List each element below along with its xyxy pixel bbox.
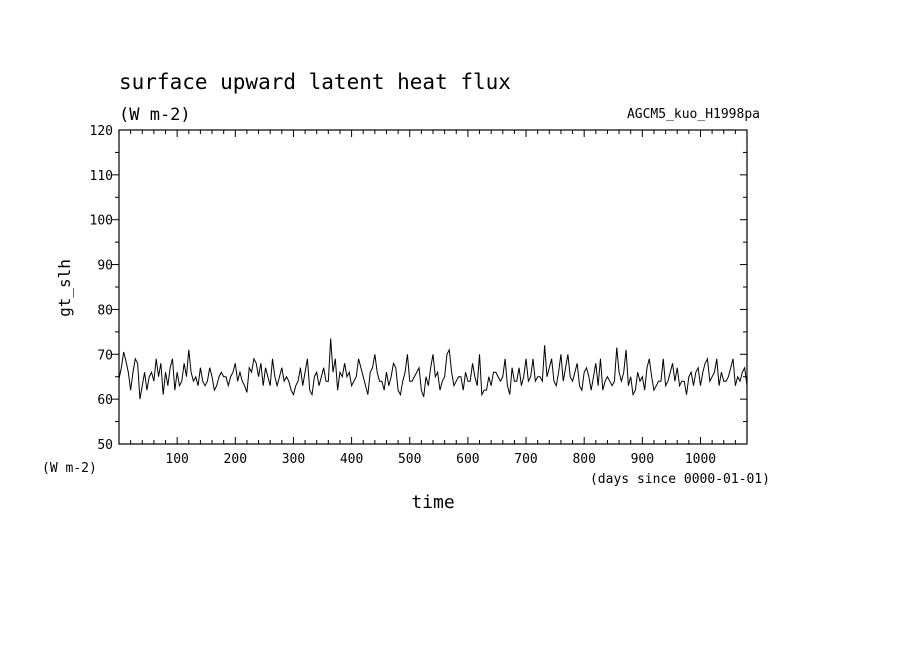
y-tick-label: 80	[97, 303, 113, 318]
x-tick-label: 500	[398, 452, 421, 467]
x-tick-label: 900	[631, 452, 654, 467]
x-tick-label: 400	[340, 452, 363, 467]
axis-ticks	[112, 130, 747, 444]
chart-subtitle: (W m-2)	[119, 105, 191, 125]
y-tick-label: 60	[97, 393, 113, 408]
x-tick-label: 200	[224, 452, 247, 467]
axis-tick-labels: 100 200 300 400 500 600 700 800 900 1000 50 60 70 80 9…	[90, 124, 717, 467]
x-tick-label: 800	[572, 452, 595, 467]
y-tick-label: 50	[97, 438, 113, 453]
y-axis-unit: (W m-2)	[42, 461, 97, 476]
y-tick-label: 110	[90, 169, 113, 184]
y-tick-label: 120	[90, 124, 113, 139]
x-tick-label: 300	[282, 452, 305, 467]
y-tick-label: 70	[97, 348, 113, 363]
y-tick-label: 90	[97, 259, 113, 274]
x-tick-label: 700	[514, 452, 537, 467]
x-tick-label: 600	[456, 452, 479, 467]
x-axis-unit: (days since 0000-01-01)	[590, 472, 770, 487]
dataset-label: AGCM5_kuo_H1998pa	[627, 107, 760, 122]
x-tick-label: 1000	[685, 452, 716, 467]
chart-title: surface upward latent heat flux	[119, 70, 511, 94]
series-line	[118, 338, 748, 400]
x-tick-label: 100	[165, 452, 188, 467]
plot-frame	[118, 129, 748, 445]
y-tick-label: 100	[90, 214, 113, 229]
x-axis-label: time	[411, 492, 454, 513]
y-axis-label: gt_slh	[55, 259, 74, 317]
